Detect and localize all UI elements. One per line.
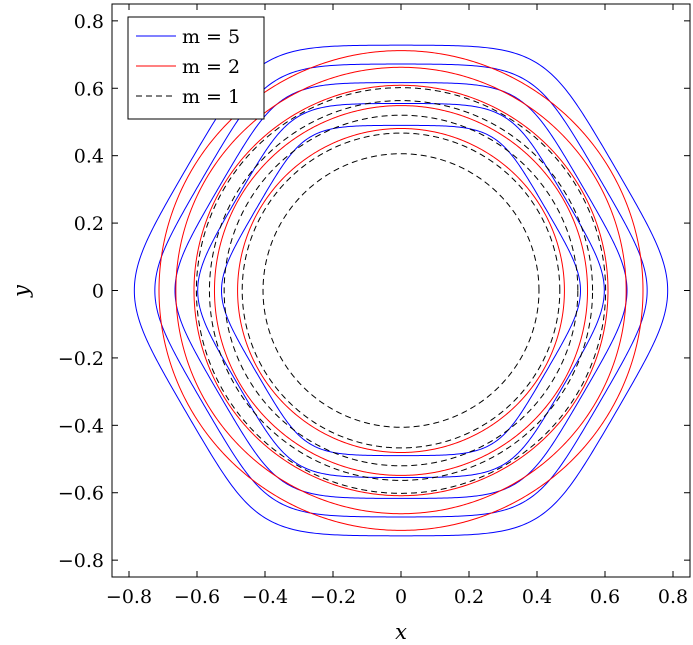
legend-label-m-1: m = 1	[182, 86, 240, 108]
contour-m-1-level-3	[223, 114, 579, 467]
x-axis-label: x	[395, 620, 407, 644]
contour-curves	[133, 44, 669, 537]
axis-ticks	[112, 4, 690, 577]
x-tick-label: 0.8	[658, 586, 688, 608]
contour-m-5-level-5	[133, 44, 669, 537]
contour-m-5-level-3	[174, 82, 628, 499]
x-tick-label: 0.2	[454, 586, 484, 608]
legend-label-m-5: m = 5	[182, 26, 240, 48]
x-tick-label: 0.4	[522, 586, 552, 608]
y-tick-label: 0.4	[74, 146, 104, 168]
legend-label-m-2: m = 2	[182, 56, 240, 78]
y-tick-label: 0.2	[74, 213, 104, 235]
contour-m-1-level-4	[208, 100, 594, 481]
x-tick-label: −0.8	[106, 586, 152, 608]
y-tick-label: 0.6	[74, 78, 104, 100]
contour-m-2-level-3	[193, 84, 609, 497]
y-tick-label: −0.8	[58, 550, 104, 572]
legend: m = 5 m = 2 m = 1	[127, 16, 265, 120]
x-tick-label: −0.4	[242, 586, 288, 608]
y-tick-label: 0	[92, 281, 104, 303]
x-tick-label: −0.2	[310, 586, 356, 608]
x-tick-label: 0.6	[590, 586, 620, 608]
tick-labels: −0.8 −0.6 −0.4 −0.2 0 0.2 0.4 0.6 0.8 −0.8 −0.6 −0.…	[58, 11, 688, 608]
x-tick-label: −0.6	[174, 586, 220, 608]
y-tick-label: 0.8	[74, 11, 104, 33]
y-tick-label: −0.4	[58, 415, 104, 437]
contour-m-2-level-4	[175, 66, 627, 515]
contour-m-5-level-1	[221, 124, 581, 457]
x-tick-label: 0	[395, 586, 407, 608]
contour-m-5-level-2	[197, 102, 605, 479]
contour-m-5-level-4	[154, 63, 648, 518]
y-tick-label: −0.2	[58, 348, 104, 370]
contour-m-2-level-5	[158, 50, 644, 531]
y-axis-label: y	[9, 284, 33, 298]
legend-box	[127, 16, 265, 120]
y-tick-label: −0.6	[58, 483, 104, 505]
contour-m-2-level-2	[213, 105, 589, 476]
contour-m-1-level-2	[241, 132, 561, 449]
contour-m-1-level-1	[262, 153, 540, 428]
contour-m-1-level-5	[195, 87, 607, 494]
contour-m-2-level-1	[237, 128, 565, 453]
